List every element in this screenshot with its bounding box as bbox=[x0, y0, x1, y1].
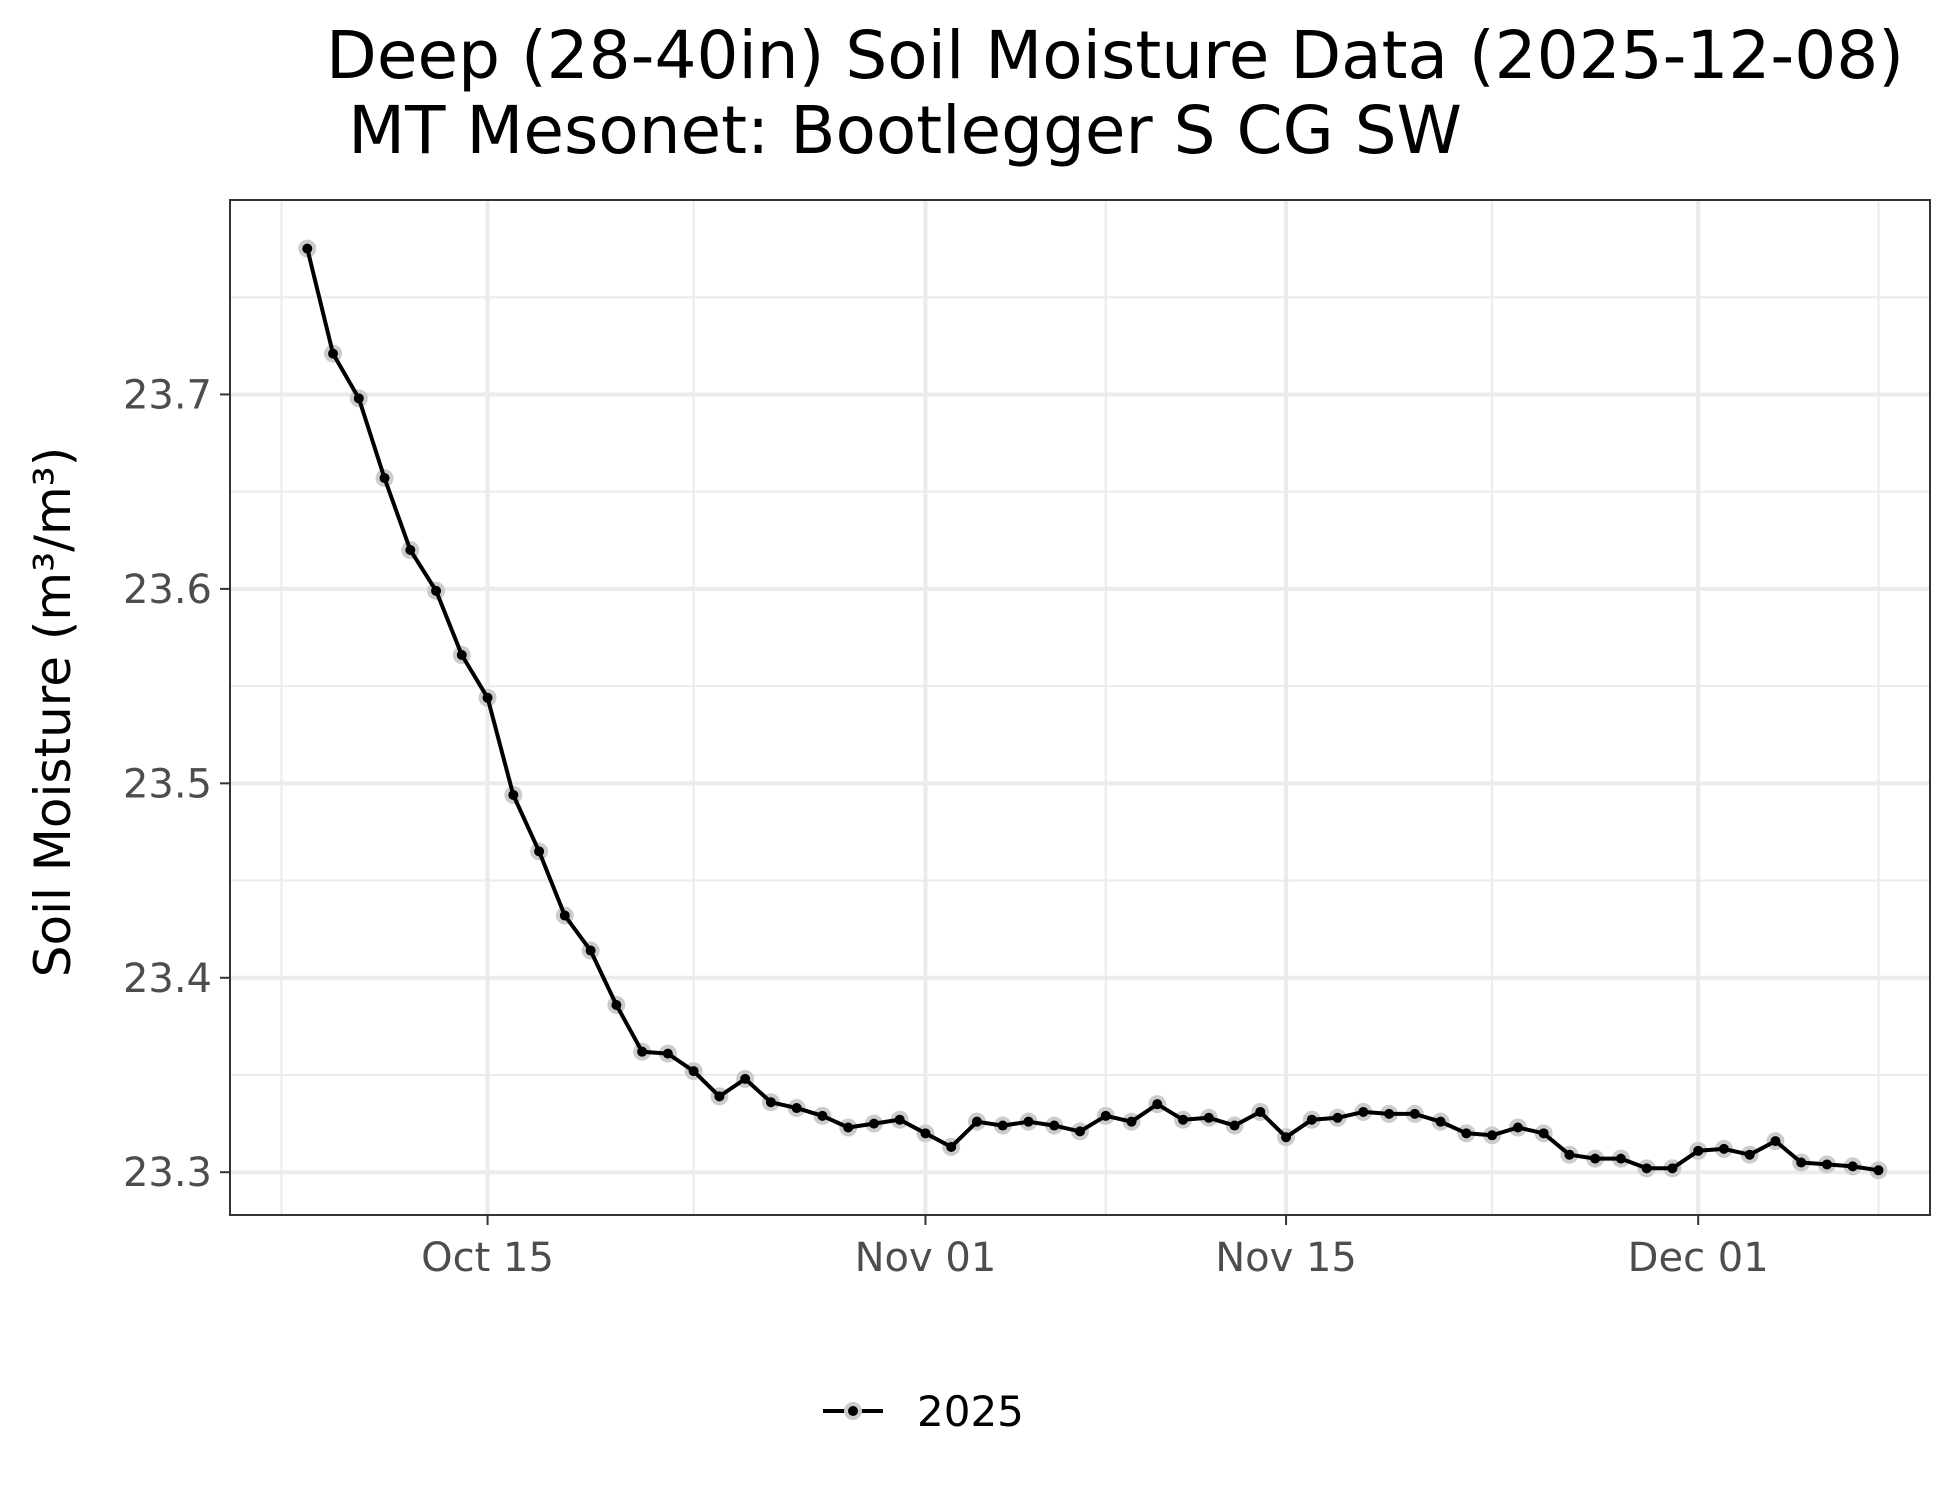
data-point bbox=[946, 1141, 957, 1152]
x-tick-label: Nov 15 bbox=[1215, 1235, 1357, 1281]
data-point bbox=[585, 945, 596, 956]
data-point bbox=[456, 650, 467, 660]
data-point bbox=[379, 473, 390, 484]
data-point bbox=[1435, 1116, 1446, 1127]
data-point bbox=[482, 692, 493, 703]
data-point bbox=[1615, 1153, 1626, 1164]
data-point bbox=[817, 1110, 828, 1121]
data-point bbox=[431, 585, 442, 596]
data-point bbox=[1178, 1114, 1189, 1125]
data-point bbox=[920, 1128, 931, 1139]
data-point bbox=[1538, 1128, 1549, 1139]
data-point bbox=[1203, 1112, 1214, 1123]
data-point bbox=[1744, 1149, 1755, 1160]
data-point bbox=[405, 545, 416, 555]
data-point bbox=[353, 393, 364, 404]
x-tick-label: Dec 01 bbox=[1628, 1235, 1769, 1281]
data-point bbox=[1255, 1106, 1266, 1117]
data-point bbox=[302, 243, 313, 254]
data-point bbox=[1332, 1112, 1343, 1123]
data-point bbox=[1564, 1149, 1575, 1160]
panel-background bbox=[230, 200, 1930, 1215]
data-point bbox=[1152, 1099, 1163, 1110]
y-tick-label: 23.4 bbox=[123, 956, 212, 1002]
major-gridlines bbox=[230, 200, 1930, 1215]
data-point bbox=[637, 1046, 648, 1057]
data-point bbox=[328, 348, 339, 359]
data-point bbox=[1641, 1163, 1652, 1174]
data-point bbox=[1461, 1128, 1472, 1139]
y-tick-label: 23.5 bbox=[123, 761, 212, 807]
data-point bbox=[1873, 1165, 1884, 1176]
data-point bbox=[740, 1073, 751, 1084]
x-axis: Oct 15 Nov 01 Nov 15 Dec 01 bbox=[421, 1215, 1769, 1281]
legend: 2025 bbox=[823, 1387, 1024, 1436]
data-point bbox=[1384, 1108, 1395, 1119]
data-point bbox=[1100, 1110, 1111, 1121]
data-point bbox=[1487, 1130, 1498, 1141]
data-point bbox=[1512, 1122, 1523, 1133]
data-point bbox=[843, 1122, 854, 1133]
y-tick-label: 23.3 bbox=[123, 1150, 212, 1196]
data-point bbox=[1049, 1120, 1060, 1131]
y-axis-label: Soil Moisture (m³/m³) bbox=[24, 447, 82, 977]
data-point bbox=[1667, 1163, 1678, 1174]
series-layer bbox=[298, 239, 1888, 1180]
data-point bbox=[1229, 1120, 1240, 1131]
legend-label: 2025 bbox=[917, 1387, 1024, 1436]
x-tick-label: Oct 15 bbox=[421, 1235, 554, 1281]
data-point bbox=[1693, 1145, 1704, 1156]
data-point bbox=[559, 910, 570, 921]
x-tick-label: Nov 01 bbox=[855, 1235, 997, 1281]
data-point bbox=[1796, 1157, 1807, 1168]
y-axis: 23.3 23.4 23.5 23.6 23.7 bbox=[123, 372, 230, 1196]
minor-gridlines bbox=[230, 200, 1930, 1215]
plot-panel bbox=[229, 199, 1931, 1216]
data-point bbox=[1023, 1116, 1034, 1127]
data-point bbox=[997, 1120, 1008, 1131]
data-point bbox=[1281, 1132, 1292, 1143]
y-tick-label: 23.6 bbox=[123, 567, 212, 613]
data-point bbox=[1306, 1114, 1317, 1125]
data-point bbox=[868, 1118, 879, 1129]
data-point bbox=[1821, 1159, 1832, 1170]
chart-subtitle: MT Mesonet: Bootlegger S CG SW bbox=[348, 92, 1462, 169]
data-point bbox=[1847, 1161, 1858, 1172]
data-point bbox=[1590, 1153, 1601, 1164]
data-point bbox=[971, 1116, 982, 1127]
data-point bbox=[1126, 1116, 1137, 1127]
data-point bbox=[1409, 1108, 1420, 1119]
data-point bbox=[1770, 1136, 1781, 1147]
data-point bbox=[688, 1066, 699, 1077]
data-point bbox=[765, 1097, 776, 1108]
data-point bbox=[508, 790, 519, 800]
data-point bbox=[662, 1048, 673, 1059]
chart-title: Deep (28-40in) Soil Moisture Data (2025-… bbox=[326, 17, 1904, 94]
panel-border bbox=[229, 199, 1931, 1216]
data-point bbox=[1075, 1126, 1085, 1137]
data-point bbox=[894, 1114, 905, 1125]
y-tick-label: 23.7 bbox=[123, 372, 212, 418]
data-point bbox=[791, 1103, 802, 1114]
legend-key-point bbox=[848, 1406, 858, 1416]
data-point bbox=[1718, 1143, 1729, 1154]
data-point bbox=[534, 846, 545, 857]
data-point bbox=[714, 1091, 725, 1102]
data-point bbox=[611, 1000, 622, 1010]
data-point bbox=[1358, 1106, 1369, 1117]
